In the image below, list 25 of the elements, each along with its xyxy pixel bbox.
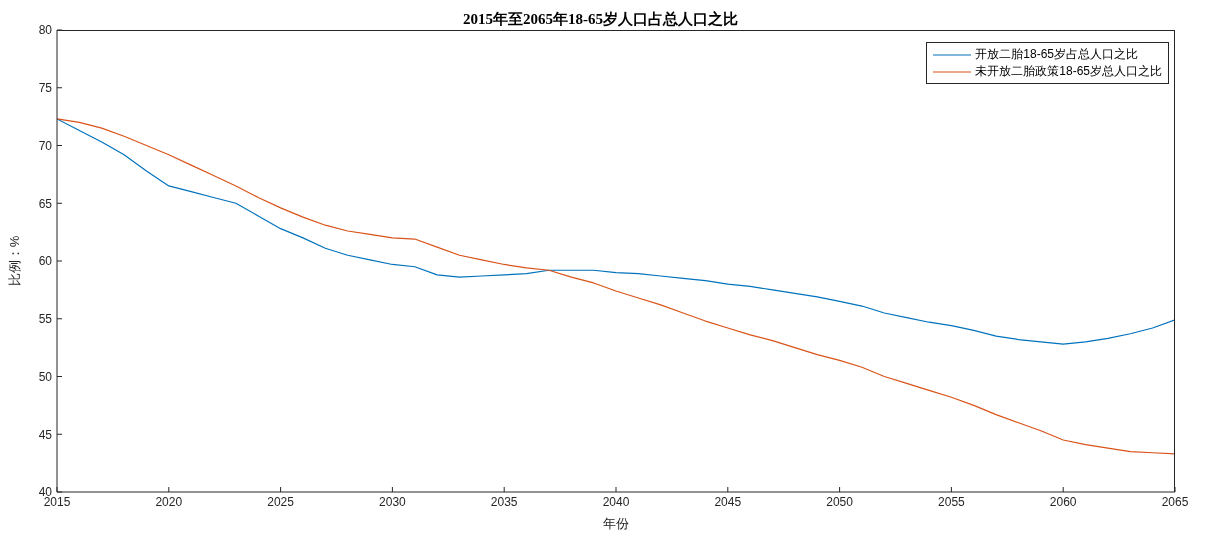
x-tick-label: 2035 xyxy=(490,494,518,509)
x-tick-label: 2050 xyxy=(826,494,854,509)
y-tick-label: 45 xyxy=(38,427,53,442)
y-tick-label: 55 xyxy=(38,312,53,327)
legend-label: 开放二胎18-65岁占总人口之比 xyxy=(975,46,1138,63)
legend-label: 未开放二胎政策18-65岁总人口之比 xyxy=(975,63,1162,80)
line-series xyxy=(57,118,1175,345)
x-tick-label: 2060 xyxy=(1049,494,1077,509)
y-tick-label: 60 xyxy=(38,254,53,269)
y-tick-label: 75 xyxy=(38,81,53,96)
x-tick-label: 2055 xyxy=(938,494,966,509)
x-axis-title: 年份 xyxy=(603,516,629,531)
line-series xyxy=(57,118,1175,455)
y-tick-label: 80 xyxy=(38,23,53,38)
y-tick-label: 50 xyxy=(38,369,53,384)
x-tick-label: 2025 xyxy=(267,494,295,509)
x-tick-label: 2040 xyxy=(602,494,630,509)
y-axis-title: 比例：% xyxy=(6,235,22,287)
x-tick-label: 2020 xyxy=(155,494,183,509)
x-tick-label: 2030 xyxy=(379,494,407,509)
x-tick-label: 2065 xyxy=(1161,494,1189,509)
y-tick-label: 70 xyxy=(38,138,53,153)
chart-title: 2015年至2065年18-65岁人口占总人口之比 xyxy=(463,11,738,27)
y-tick-label: 65 xyxy=(38,196,53,211)
x-tick-label: 2045 xyxy=(714,494,742,509)
